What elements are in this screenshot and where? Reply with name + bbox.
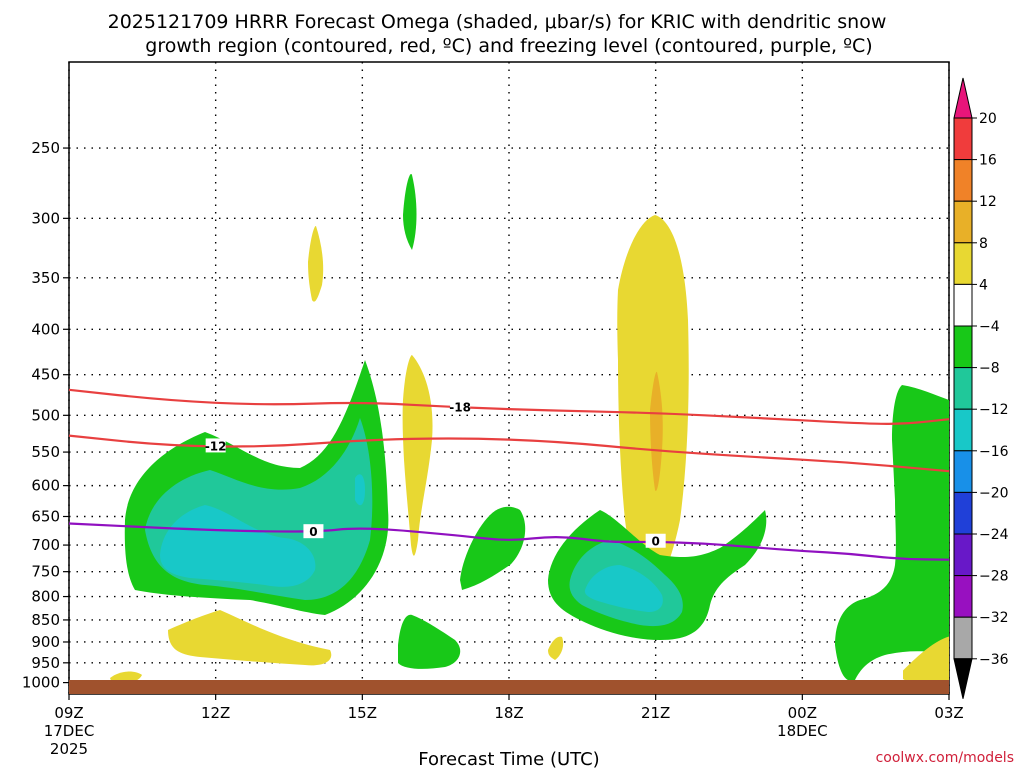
- y-tick-label: 900: [31, 633, 60, 651]
- colorbar-label: −36: [979, 652, 1009, 668]
- colorbar-label: 16: [979, 153, 997, 169]
- colorbar-label: 20: [979, 111, 997, 127]
- contour-label-bg: [645, 533, 666, 548]
- colorbar-label: −12: [979, 402, 1009, 418]
- omega-region-minus12-small: [355, 474, 365, 506]
- omega-region-minus4-16z-low: [398, 614, 461, 669]
- y-tick-label: 700: [31, 536, 60, 554]
- x-tick-label: 09Z: [54, 704, 83, 722]
- contour-layer: 0 0 -18 -12: [68, 388, 950, 561]
- y-tick-label: 300: [31, 209, 60, 227]
- colorbar-swatch: [953, 408, 973, 452]
- contour-label: -18: [449, 401, 471, 415]
- ground-band: [69, 680, 949, 694]
- chart-title: 2025121709 HRRR Forecast Omega (shaded, …: [108, 11, 887, 33]
- x-tick-label: 00Z: [788, 704, 817, 722]
- contour-freezing-level: [68, 522, 950, 561]
- x-tick-date: 17DEC: [44, 722, 95, 740]
- contour-label: -12: [205, 439, 227, 453]
- colorbar-swatch: [953, 117, 973, 161]
- x-tick-label: 03Z: [934, 704, 963, 722]
- contour-label-bg: [303, 524, 324, 539]
- x-tick-label: 21Z: [641, 704, 670, 722]
- omega-region-minus4-02z: [835, 385, 949, 681]
- colorbar-swatch: [953, 200, 973, 244]
- contour-label-bg: [205, 438, 226, 453]
- contour-dgz-top: [68, 388, 950, 425]
- colorbar-label: 8: [979, 236, 988, 252]
- colorbar-top-arrow: [953, 77, 973, 119]
- colorbar-label: −4: [979, 319, 1000, 335]
- colorbar-label: −24: [979, 527, 1009, 543]
- colorbar-swatch: [953, 367, 973, 410]
- x-tick-label: 12Z: [201, 704, 230, 722]
- credit-link[interactable]: coolwx.com/models: [876, 750, 1014, 766]
- y-tick-label: 550: [31, 443, 60, 461]
- omega-region-plus8-21z: [650, 371, 663, 491]
- y-tick-label: 950: [31, 654, 60, 672]
- omega-region-minus4-18z: [460, 506, 526, 590]
- y-tick-label: 650: [31, 507, 60, 525]
- y-tick-label: 400: [31, 320, 60, 338]
- contour-label-bg: [450, 399, 471, 414]
- x-tick-date: 18DEC: [777, 722, 828, 740]
- colorbar-label: −20: [979, 485, 1009, 501]
- colorbar-label: 4: [979, 277, 988, 293]
- y-axis-ticks: 250 300 350 400 450 500 550 600 650 700 750 800 850 9…: [22, 139, 69, 692]
- y-tick-label: 800: [31, 588, 60, 606]
- omega-shading: [110, 174, 949, 694]
- contour-dgz-bottom: [68, 434, 950, 473]
- omega-region-plus4-19z: [548, 636, 564, 660]
- colorbar-swatch: [953, 450, 973, 493]
- colorbar-bottom-arrow: [953, 658, 973, 699]
- colorbar-label: −8: [979, 361, 1000, 377]
- x-tick-label: 18Z: [494, 704, 523, 722]
- colorbar-swatch: [953, 533, 973, 577]
- x-axis-label: Forecast Time (UTC): [418, 749, 599, 768]
- x-tick-label: 15Z: [348, 704, 377, 722]
- colorbar-swatch: [953, 242, 973, 285]
- colorbar-swatch: [953, 325, 973, 369]
- omega-region-minus12: [160, 505, 316, 587]
- omega-region-minus12-20z: [584, 565, 663, 612]
- omega-region-plus4-upper: [308, 225, 324, 302]
- colorbar-swatch: [953, 491, 973, 535]
- y-tick-label: 350: [31, 269, 60, 287]
- colorbar-swatch: [953, 283, 973, 327]
- y-tick-label: 500: [31, 406, 60, 424]
- colorbar-label: 12: [979, 194, 997, 210]
- y-tick-label: 750: [31, 563, 60, 581]
- omega-region-plus4-low: [168, 610, 332, 666]
- chart-subtitle: growth region (contoured, red, ºC) and f…: [145, 35, 872, 57]
- colorbar-label: −28: [979, 569, 1009, 585]
- colorbar-swatch: [953, 159, 973, 202]
- omega-region-plus4-03z: [903, 636, 949, 694]
- contour-label: 0: [651, 535, 659, 549]
- y-tick-label: 450: [31, 366, 60, 384]
- x-tick-year: 2025: [50, 740, 88, 758]
- colorbar-swatch: [953, 616, 973, 660]
- colorbar-swatch: [953, 575, 973, 618]
- colorbar: 20 16 12 8 4 −4 −8 −12 −16 −20 −24 −28 −32 −36: [953, 77, 1009, 699]
- colorbar-label: −16: [979, 444, 1009, 460]
- colorbar-label: −32: [979, 610, 1009, 626]
- y-tick-label: 250: [31, 139, 60, 157]
- y-tick-label: 600: [31, 477, 60, 495]
- omega-region-minus4-upper: [403, 174, 417, 250]
- contour-label: 0: [309, 525, 317, 539]
- y-tick-label: 1000: [22, 674, 60, 692]
- y-tick-label: 850: [31, 611, 60, 629]
